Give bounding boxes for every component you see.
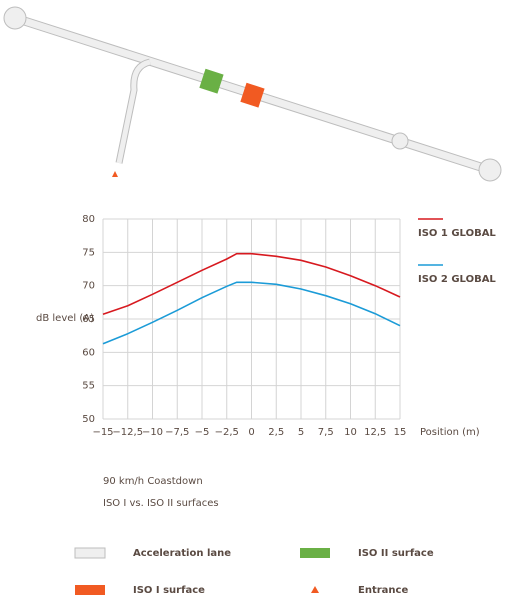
legend-label: ISO II surface <box>358 548 434 559</box>
series-line <box>102 252 401 316</box>
caption-title: 90 km/h Coastdown <box>103 476 203 487</box>
series-line <box>102 281 401 345</box>
x-tick-label: −15 <box>92 427 113 438</box>
legend-swatch <box>75 585 105 595</box>
legend-label: ISO 2 GLOBAL <box>418 274 496 285</box>
x-tick-label: 2,5 <box>268 427 284 438</box>
legend-swatch <box>300 548 330 558</box>
x-tick-label: −5 <box>195 427 210 438</box>
track-map <box>3 6 502 182</box>
legend-swatch <box>74 547 106 559</box>
x-tick-label: 15 <box>394 427 407 438</box>
x-tick-label: 0 <box>248 427 254 438</box>
legend-label: ISO I surface <box>133 585 205 596</box>
legend-label: Entrance <box>358 585 408 596</box>
x-tick-label: −7,5 <box>165 427 189 438</box>
legend-label: ISO 1 GLOBAL <box>418 228 496 239</box>
y-tick-label: 80 <box>82 214 95 225</box>
x-tick-label: 7,5 <box>318 427 334 438</box>
x-tick-label: 12,5 <box>364 427 386 438</box>
y-tick-label: 70 <box>82 281 95 292</box>
legend-swatch <box>311 586 319 593</box>
x-axis-label: Position (m) <box>420 427 480 438</box>
x-tick-label: −10 <box>142 427 163 438</box>
caption-subtitle: ISO I vs. ISO II surfaces <box>103 498 219 509</box>
y-tick-label: 50 <box>82 414 95 425</box>
x-tick-label: 5 <box>298 427 304 438</box>
y-tick-label: 65 <box>82 314 95 325</box>
y-axis-label: dB level (A) <box>36 313 94 324</box>
y-tick-label: 60 <box>82 347 95 358</box>
x-tick-label: −2,5 <box>215 427 239 438</box>
x-tick-label: 10 <box>344 427 357 438</box>
legend-label: Acceleration lane <box>133 548 231 559</box>
x-tick-label: −12,5 <box>112 427 143 438</box>
y-tick-label: 75 <box>82 247 95 258</box>
y-tick-label: 55 <box>82 381 95 392</box>
